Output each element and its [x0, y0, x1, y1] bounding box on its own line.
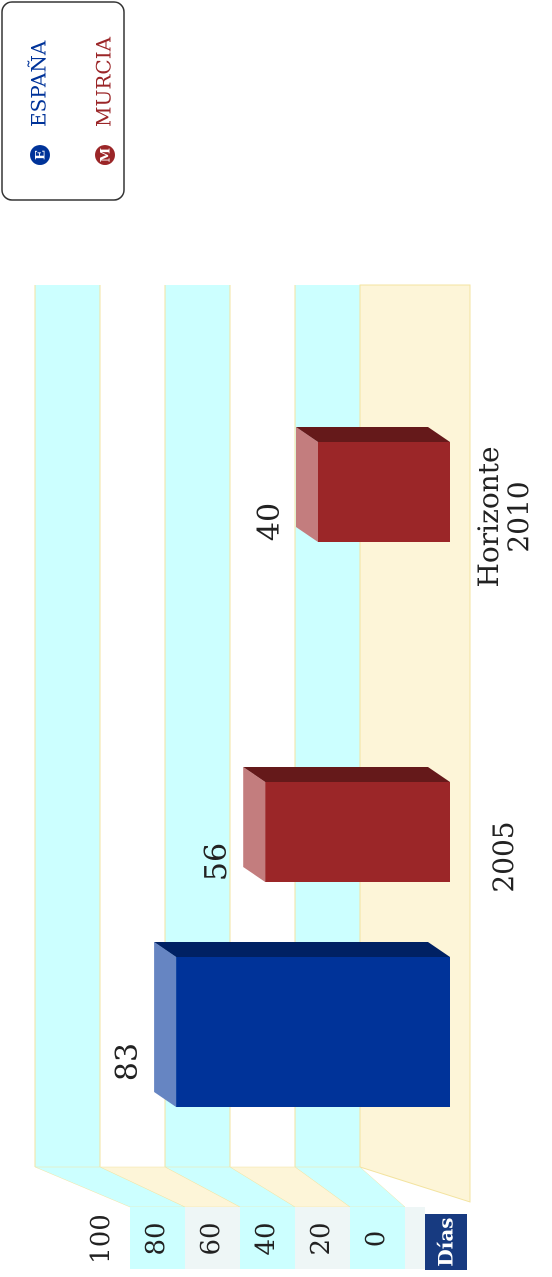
bar	[265, 782, 451, 882]
x-tick-label: Horizonte2010	[472, 446, 535, 587]
y-tick-label: 60	[196, 1222, 226, 1255]
bar-side	[296, 427, 450, 442]
value-label: 83	[110, 1043, 145, 1081]
value-label: 56	[199, 843, 234, 881]
bar-side	[154, 942, 450, 957]
legend-icon-letter: M	[99, 148, 114, 162]
bar-top	[296, 427, 318, 542]
y-tick-label: 20	[306, 1222, 336, 1255]
bar	[318, 442, 450, 542]
legend-label: ESPAÑA	[27, 40, 51, 127]
y-tick-label: 100	[86, 1214, 116, 1264]
bar-side	[243, 767, 450, 782]
label-band	[130, 1207, 185, 1269]
rotated-chart: Días 0 20 40 60 80 100 83 56 2005 40 Horizonte2010…	[1, 1, 535, 1270]
axis-title-box	[425, 1214, 467, 1270]
legend-icon-letter: E	[34, 150, 49, 160]
bar-top	[154, 942, 177, 1107]
x-tick-line: Horizonte	[472, 446, 505, 587]
legend-label: MURCIA	[92, 36, 116, 127]
label-band	[185, 1207, 240, 1269]
y-tick-label: 40	[251, 1222, 281, 1255]
x-tick-line: 2005	[487, 821, 520, 892]
label-band	[295, 1207, 350, 1269]
value-label: 40	[252, 503, 287, 541]
wall-band	[100, 285, 165, 1167]
y-tick-label: 80	[141, 1222, 171, 1255]
label-band	[240, 1207, 295, 1269]
axis-title: Días	[434, 1217, 458, 1266]
x-tick-line: 2010	[502, 481, 535, 552]
legend-icon	[30, 145, 50, 165]
label-band	[350, 1207, 405, 1269]
label-band	[405, 1207, 425, 1269]
bar	[176, 957, 450, 1107]
y-tick-label: 0	[361, 1231, 391, 1248]
x-tick-label: 2005	[487, 821, 520, 892]
wall-band	[35, 285, 100, 1167]
bar-top	[243, 767, 266, 882]
legend-icon	[95, 145, 115, 165]
